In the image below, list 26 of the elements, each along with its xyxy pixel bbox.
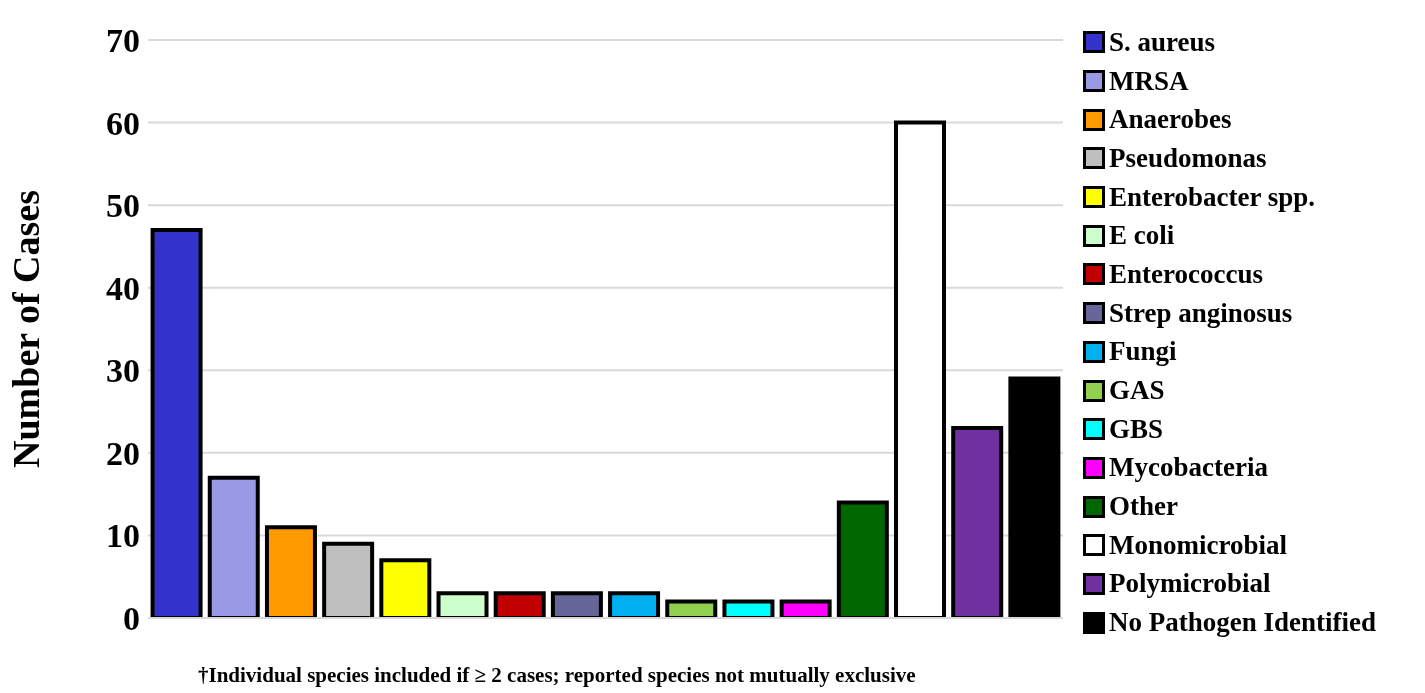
legend-label: Polymicrobial: [1109, 568, 1271, 600]
legend-label: Anaerobes: [1109, 104, 1232, 136]
y-tick-label: 0: [123, 600, 140, 638]
y-tick-label: 40: [106, 269, 140, 307]
legend-label: MRSA: [1109, 65, 1189, 97]
legend-label: Enterobacter spp.: [1109, 181, 1316, 213]
legend-label: GAS: [1109, 375, 1165, 407]
y-tick-label: 50: [106, 187, 140, 225]
text: †Individual species included if ≥ 2 cases; reported species not mutually exclusive: [198, 663, 916, 688]
legend-label: S. aureus: [1109, 26, 1216, 58]
y-tick-label: 10: [106, 517, 140, 555]
legend-label: Mycobacteria: [1109, 452, 1268, 484]
y-tick-label: 60: [106, 104, 140, 142]
y-axis-title: Number of Cases: [5, 190, 48, 468]
legend-label: Monomicrobial: [1109, 529, 1287, 561]
legend-label: GBS: [1109, 413, 1164, 445]
legend-label: Pseudomonas: [1109, 142, 1267, 174]
legend-label: Other: [1109, 491, 1178, 523]
legend-label: Strep anginosus: [1109, 297, 1293, 329]
y-tick-label: 70: [106, 22, 140, 60]
legend-label: E coli: [1109, 220, 1175, 252]
y-tick-label: 30: [106, 352, 140, 390]
legend-label: Fungi: [1109, 336, 1177, 368]
legend-label: No Pathogen Identified: [1109, 607, 1377, 639]
legend-label: Enterococcus: [1109, 258, 1263, 290]
y-tick-label: 20: [106, 434, 140, 472]
